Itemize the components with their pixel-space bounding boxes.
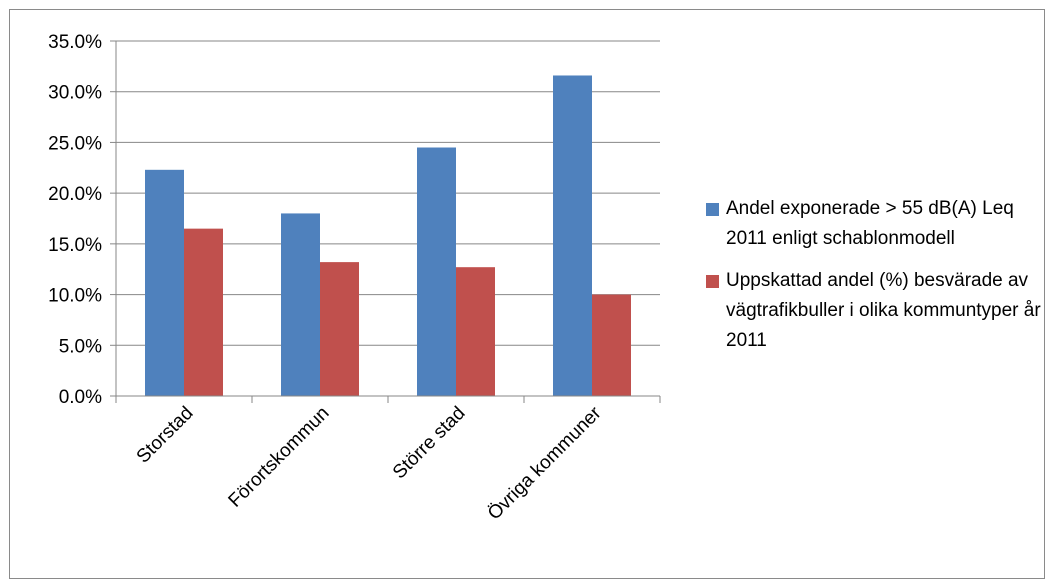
x-tick-label: Större stad bbox=[389, 403, 470, 484]
axes bbox=[115, 41, 661, 403]
bar-exposed bbox=[281, 213, 320, 396]
x-tick-label: Övriga kommuner bbox=[484, 402, 606, 524]
legend-label-annoyed: Uppskattad andel (%) besvärade av vägtra… bbox=[726, 270, 1041, 351]
bar-annoyed bbox=[456, 267, 495, 396]
y-tick-label: 10.0% bbox=[48, 286, 102, 307]
bar-annoyed bbox=[184, 228, 223, 396]
legend-swatch-annoyed bbox=[706, 275, 719, 288]
y-tick-label: 5.0% bbox=[59, 336, 102, 357]
x-tick-label: Storstad bbox=[133, 403, 198, 468]
bar-exposed bbox=[417, 147, 456, 396]
y-tick-label: 20.0% bbox=[48, 184, 102, 205]
legend-item-exposed: Andel exponerade > 55 dB(A) Leq 2011 enl… bbox=[706, 194, 1046, 254]
bars bbox=[145, 75, 631, 396]
bar-annoyed bbox=[320, 262, 359, 396]
y-tick-label: 0.0% bbox=[59, 387, 102, 408]
bar-annoyed bbox=[592, 294, 631, 396]
legend-item-annoyed: Uppskattad andel (%) besvärade av vägtra… bbox=[706, 266, 1046, 356]
x-tick-label: Förortskommun bbox=[225, 403, 334, 512]
y-tick-label: 35.0% bbox=[48, 32, 102, 53]
bar-exposed bbox=[553, 75, 592, 396]
y-tick-label: 30.0% bbox=[48, 83, 102, 104]
y-tick-labels: 0.0% 5.0% 10.0% 15.0% 20.0% 25.0% 30.0% 35.0% bbox=[48, 32, 102, 408]
legend-label-exposed: Andel exponerade > 55 dB(A) Leq 2011 enl… bbox=[726, 198, 1014, 249]
legend-swatch-exposed bbox=[706, 203, 719, 216]
y-tick-label: 25.0% bbox=[48, 133, 102, 154]
legend: Andel exponerade > 55 dB(A) Leq 2011 enl… bbox=[706, 194, 1046, 368]
bar-exposed bbox=[145, 169, 184, 396]
x-tick-labels: Storstad Förortskommun Större stad Övriga k… bbox=[133, 402, 606, 524]
y-tick-label: 15.0% bbox=[48, 235, 102, 256]
